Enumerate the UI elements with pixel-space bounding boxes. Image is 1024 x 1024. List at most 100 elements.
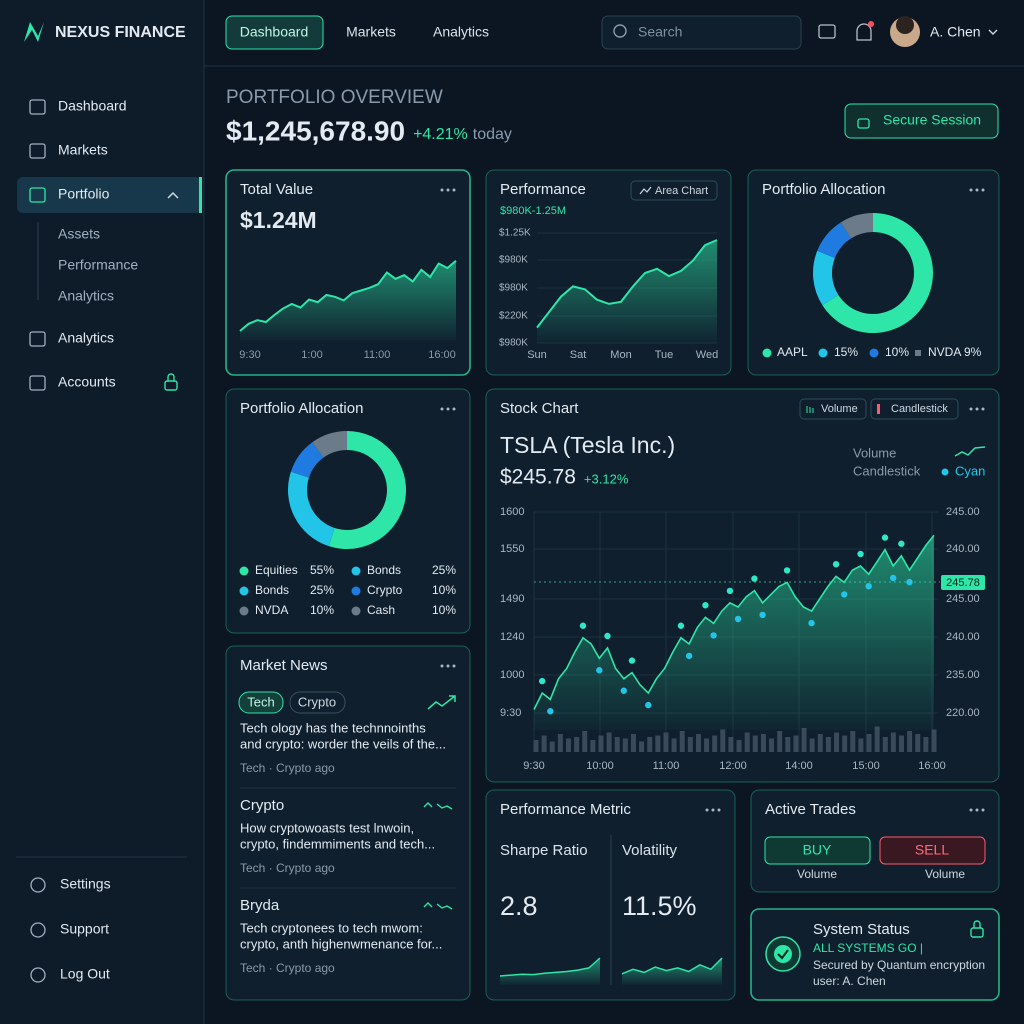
menu-dot[interactable] bbox=[711, 808, 715, 812]
stock-name: TSLA (Tesla Inc.) bbox=[500, 432, 675, 458]
sell-button[interactable] bbox=[879, 836, 986, 865]
volume-bar bbox=[874, 726, 880, 752]
nav-item[interactable]: Markets bbox=[58, 142, 108, 158]
menu-dot[interactable] bbox=[446, 664, 450, 668]
trough-marker bbox=[620, 687, 627, 694]
news-title[interactable]: Crypto bbox=[240, 797, 284, 814]
nav-icon bbox=[29, 143, 46, 159]
button-label[interactable]: Volume bbox=[821, 403, 858, 415]
volume-button[interactable] bbox=[799, 398, 867, 420]
tab[interactable]: Dashboard bbox=[240, 24, 309, 40]
menu-dot[interactable] bbox=[705, 808, 709, 812]
trough-marker bbox=[710, 632, 717, 639]
secure-button-label[interactable]: Secure Session bbox=[883, 112, 981, 128]
nav-item[interactable]: Accounts bbox=[58, 374, 116, 390]
menu-dot[interactable] bbox=[981, 407, 985, 411]
tab[interactable]: Markets bbox=[346, 24, 396, 40]
menu-dot[interactable] bbox=[975, 188, 979, 192]
peak-marker bbox=[881, 534, 889, 541]
chart-icon bbox=[639, 186, 652, 195]
peak-marker bbox=[783, 567, 791, 574]
donut-segment bbox=[288, 471, 335, 547]
legend-label: Bonds bbox=[255, 583, 289, 597]
news-text: Tech ology has the technnoinths bbox=[240, 720, 426, 735]
chart-type-button[interactable] bbox=[630, 180, 718, 201]
news-title[interactable]: Bryda bbox=[240, 897, 280, 914]
menu-dot[interactable] bbox=[452, 664, 456, 668]
footer-item[interactable]: Support bbox=[60, 921, 109, 937]
menu-dot[interactable] bbox=[969, 407, 973, 411]
button-label[interactable]: Area Chart bbox=[655, 185, 708, 197]
bell-badge bbox=[868, 21, 874, 27]
status-check-bg bbox=[774, 945, 792, 963]
candlestick-button[interactable] bbox=[870, 398, 959, 420]
subnav-item[interactable]: Performance bbox=[58, 257, 138, 273]
legend-value: 10% bbox=[432, 583, 456, 597]
trade-sub: Volume bbox=[797, 867, 837, 881]
range-label: $980K-1.25M bbox=[500, 205, 566, 217]
menu-dot[interactable] bbox=[981, 188, 985, 192]
subnav-item[interactable]: Analytics bbox=[58, 288, 114, 304]
menu-dot[interactable] bbox=[981, 808, 985, 812]
chip[interactable] bbox=[289, 691, 346, 714]
menu-dot[interactable] bbox=[440, 664, 444, 668]
avatar-hair bbox=[896, 16, 914, 34]
donut-segment bbox=[290, 442, 324, 478]
lock-icon bbox=[164, 380, 178, 391]
legend-swatch bbox=[915, 350, 921, 356]
user-name[interactable]: A. Chen bbox=[930, 24, 981, 40]
chip-active[interactable] bbox=[238, 691, 284, 714]
card-value: $1.24M bbox=[240, 207, 317, 233]
bell-icon[interactable] bbox=[856, 23, 872, 41]
card bbox=[225, 388, 471, 634]
trough-marker bbox=[889, 574, 897, 582]
status-lock bbox=[970, 927, 984, 938]
stock-price: $245.78 bbox=[500, 466, 576, 489]
nav-item[interactable]: Analytics bbox=[58, 330, 114, 346]
menu-dot[interactable] bbox=[969, 808, 973, 812]
y-tick-label: $980K bbox=[499, 283, 528, 294]
nav-item[interactable]: Portfolio bbox=[58, 186, 110, 202]
x-tick-label: Sat bbox=[570, 349, 587, 361]
legend-label: Crypto bbox=[367, 583, 403, 597]
chip-label[interactable]: Crypto bbox=[298, 694, 336, 709]
nav-item[interactable]: Dashboard bbox=[58, 98, 127, 114]
chip-label[interactable]: Tech bbox=[247, 694, 274, 709]
secure-button[interactable] bbox=[844, 103, 999, 139]
footer-item[interactable]: Log Out bbox=[60, 966, 110, 982]
buy-label[interactable]: BUY bbox=[803, 842, 832, 858]
nav-icon bbox=[29, 187, 46, 203]
search-box[interactable] bbox=[601, 15, 802, 50]
menu-dot[interactable] bbox=[440, 188, 444, 192]
footer-item[interactable]: Settings bbox=[60, 876, 111, 892]
search-placeholder[interactable]: Search bbox=[638, 24, 682, 40]
chevron-down bbox=[988, 29, 998, 35]
y-tick-label: 9:30 bbox=[500, 707, 521, 719]
menu-dot[interactable] bbox=[717, 808, 721, 812]
menu-dot[interactable] bbox=[446, 188, 450, 192]
x-tick-label: Sun bbox=[527, 349, 547, 361]
metric-label: Sharpe Ratio bbox=[500, 842, 588, 859]
stock-change: +3.12% bbox=[584, 471, 629, 486]
tab[interactable]: Analytics bbox=[433, 24, 489, 40]
menu-dot[interactable] bbox=[446, 407, 450, 411]
legend-swatch bbox=[351, 566, 361, 576]
subnav-item[interactable]: Assets bbox=[58, 226, 100, 242]
area-shade bbox=[622, 958, 722, 985]
tab-active[interactable] bbox=[225, 15, 324, 50]
menu-dot[interactable] bbox=[452, 188, 456, 192]
menu-dot[interactable] bbox=[975, 407, 979, 411]
buy-button[interactable] bbox=[764, 836, 871, 865]
sell-label[interactable]: SELL bbox=[915, 842, 949, 858]
menu-dot[interactable] bbox=[440, 407, 444, 411]
volume-bar bbox=[858, 738, 864, 752]
peak-marker bbox=[857, 550, 864, 558]
volume-bar bbox=[850, 731, 856, 752]
menu-dot[interactable] bbox=[975, 808, 979, 812]
trend-icon bbox=[427, 695, 456, 710]
menu-dot[interactable] bbox=[969, 188, 973, 192]
button-label[interactable]: Candlestick bbox=[891, 403, 948, 415]
chat-icon[interactable] bbox=[818, 24, 836, 39]
menu-dot[interactable] bbox=[452, 407, 456, 411]
